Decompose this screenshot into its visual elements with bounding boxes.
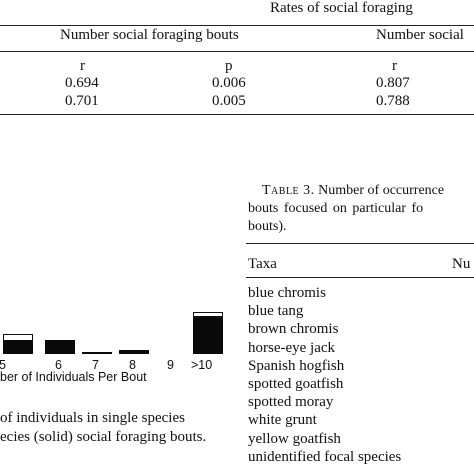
table3-row-taxon: blue tang xyxy=(248,303,304,320)
bar-solid-2 xyxy=(82,352,112,354)
figure-caption-line2: ecies (solid) social foraging bouts. xyxy=(0,429,207,445)
table-cell: 0.006 xyxy=(212,75,246,91)
table-cell: 0.005 xyxy=(212,93,246,109)
table-cell: 0.788 xyxy=(376,93,410,109)
figure-caption-line1: of individuals in single species xyxy=(0,410,185,426)
top-table-col-group-1: Number social foraging bouts xyxy=(60,27,239,43)
top-table-bottom-rule xyxy=(0,114,474,115)
top-table-spanner: Rates of social foraging xyxy=(270,0,413,16)
x-tick-label: 6 xyxy=(55,358,62,372)
table-cell: 0.701 xyxy=(65,93,99,109)
x-tick-label: 9 xyxy=(167,358,174,372)
table3-row-taxon: yellow goatfish xyxy=(248,430,341,447)
table3-row-taxon: spotted moray xyxy=(248,394,334,411)
top-table-col-group-2: Number social xyxy=(376,27,464,43)
table3-caption-text1: Number of occurrence xyxy=(318,183,445,198)
table3-top-rule xyxy=(246,243,474,244)
x-tick-label: >10 xyxy=(191,358,213,372)
bar-solid-1 xyxy=(45,340,75,354)
table3-col-num: Nu xyxy=(452,256,471,272)
table3-row-taxon: spotted goatfish xyxy=(248,376,344,392)
stat-label-r2: r xyxy=(392,58,397,74)
table3-row-taxon: Spanish hogfish xyxy=(248,357,345,374)
table3-col-taxa: Taxa xyxy=(248,256,277,272)
table-cell: 0.694 xyxy=(65,75,99,91)
bar-solid-0 xyxy=(3,340,33,354)
x-axis-label: ber of Individuals Per Bout xyxy=(0,370,147,384)
x-tick-label: 8 xyxy=(129,358,136,372)
top-table-top-rule xyxy=(0,25,474,26)
bar-solid-5 xyxy=(193,316,223,354)
table3-row-taxon: horse-eye jack xyxy=(248,339,336,356)
stat-label-p: p xyxy=(225,58,233,74)
table3-caption-line1: Table 3. Number of occurrence xyxy=(262,183,444,199)
table3-caption-line3: bouts). xyxy=(248,219,287,234)
top-table-mid-rule xyxy=(0,51,474,52)
x-tick-label: 7 xyxy=(92,358,99,372)
table3-caption-line2: bouts focused on particular fo xyxy=(248,201,424,216)
stat-label-r1: r xyxy=(80,58,85,74)
table-cell: 0.807 xyxy=(376,75,410,91)
table3-header-rule xyxy=(246,277,474,278)
table3-caption-label: Table 3. xyxy=(262,183,315,198)
x-tick-label: 5 xyxy=(0,358,6,372)
table3-row-taxon: blue chromis xyxy=(248,285,326,301)
bar-solid-3 xyxy=(119,350,149,354)
table3-row-taxon: brown chromis xyxy=(248,321,339,338)
table3-row-taxon: white grunt xyxy=(248,412,317,429)
table3-row-taxon: unidentified focal species xyxy=(248,448,402,465)
